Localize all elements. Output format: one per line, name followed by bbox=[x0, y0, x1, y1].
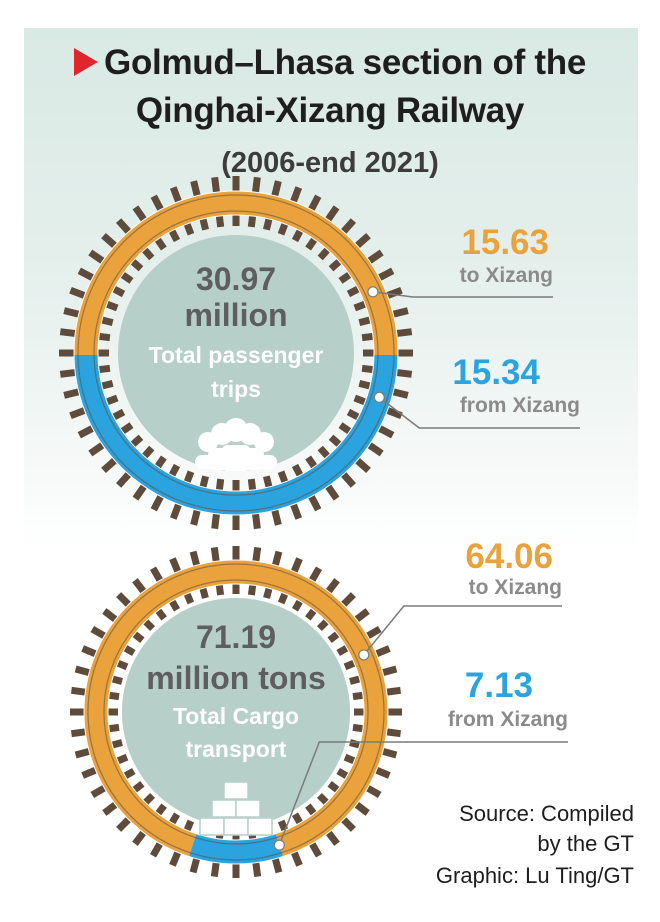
total-unit: million tons bbox=[146, 660, 326, 696]
person-body-icon bbox=[221, 445, 251, 471]
callout-dot bbox=[273, 839, 285, 851]
callout-value: 15.34 bbox=[452, 353, 540, 392]
ring-segment-from-xizang bbox=[188, 833, 284, 865]
callout-label: to Xizang bbox=[460, 264, 553, 287]
cargo-box-icon bbox=[223, 817, 249, 836]
callout-leader-line bbox=[278, 741, 568, 846]
callout-leader-line bbox=[363, 605, 562, 656]
people-icon bbox=[195, 418, 277, 471]
center-label-line: Total passenger bbox=[149, 342, 324, 368]
callout-leader-line bbox=[378, 396, 580, 429]
credit-line: Graphic: Lu Ting/GT bbox=[435, 863, 634, 888]
callout-label: from Xizang bbox=[460, 394, 580, 417]
inner-rail bbox=[103, 579, 369, 845]
center-disk bbox=[118, 235, 354, 471]
ring-segment-from-xizang bbox=[74, 355, 398, 516]
subtitle: (2006-end 2021) bbox=[221, 147, 439, 179]
person-head-icon bbox=[224, 418, 248, 442]
ring-edge-outer bbox=[73, 190, 399, 516]
ring-edge-outer bbox=[83, 559, 389, 865]
callout-value: 7.13 bbox=[465, 666, 533, 705]
callout-value: 15.63 bbox=[461, 223, 549, 262]
inner-rail bbox=[93, 210, 379, 496]
center-disk bbox=[122, 598, 350, 826]
outer-rail bbox=[87, 563, 385, 861]
cargo-box-icon bbox=[247, 817, 273, 836]
callout-dot bbox=[367, 286, 379, 298]
cargo-box-icon bbox=[199, 817, 225, 836]
cargo-boxes-icon bbox=[199, 781, 273, 836]
center-label-line: Total Cargo bbox=[173, 703, 299, 729]
center-label-line: transport bbox=[186, 736, 287, 762]
center-label-line: trips bbox=[211, 376, 261, 402]
title-line-1: Golmud–Lhasa section of the bbox=[0, 42, 660, 84]
callout-label: to Xizang bbox=[469, 576, 562, 599]
source-line-2: by the GT bbox=[537, 831, 634, 856]
title-line-1-text: Golmud–Lhasa section of the bbox=[104, 43, 586, 82]
ring-segment-to-xizang bbox=[74, 191, 398, 356]
callout-leader-line bbox=[372, 291, 553, 298]
cargo-box-icon bbox=[223, 781, 249, 800]
outer-rail bbox=[77, 194, 395, 512]
callout-dot bbox=[358, 649, 370, 661]
callout-dot bbox=[373, 391, 385, 403]
title-line-2: Qinghai-Xizang Railway bbox=[135, 91, 525, 130]
cargo-ring-chart: 71.19 million tons Total Cargo transport 64.… bbox=[70, 537, 568, 878]
source-line-1: Source: Compiled bbox=[459, 801, 634, 826]
cargo-box-icon bbox=[211, 799, 237, 818]
ring-edge-inner bbox=[107, 583, 365, 841]
total-value: 30.97 bbox=[196, 261, 276, 297]
ring-edge-inner bbox=[97, 214, 375, 492]
total-unit: million bbox=[184, 297, 287, 333]
callout-label: from Xizang bbox=[448, 708, 568, 731]
total-value: 71.19 bbox=[196, 619, 276, 655]
title-marker-icon bbox=[74, 48, 99, 76]
callout-value: 64.06 bbox=[465, 537, 553, 576]
cargo-box-icon bbox=[235, 799, 261, 818]
